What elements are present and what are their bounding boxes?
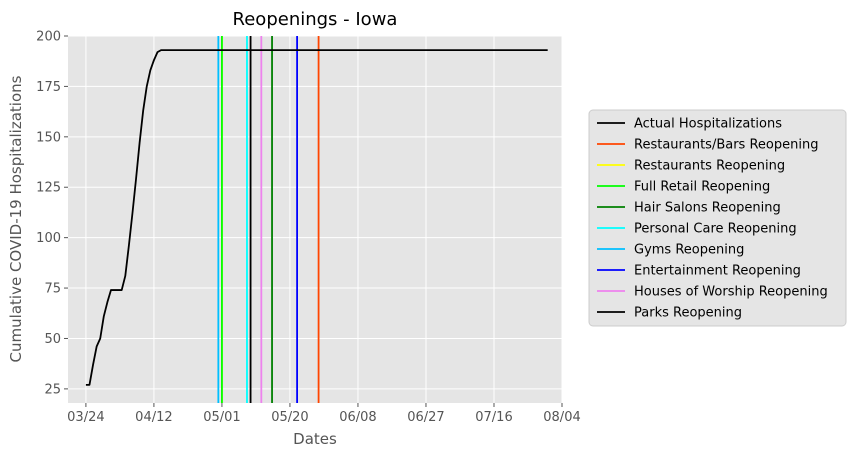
x-tick-label: 04/12 <box>135 410 172 425</box>
legend-label: Actual Hospitalizations <box>634 117 782 132</box>
series-line-actual-hospitalizations <box>85 49 548 386</box>
x-tick-label: 05/01 <box>203 410 240 425</box>
legend-label: Hair Salons Reopening <box>634 201 781 216</box>
reopening-lines <box>217 36 320 403</box>
y-tick-label: 175 <box>36 80 61 95</box>
chart-title: Reopenings - Iowa <box>233 9 398 30</box>
y-axis-label: Cumulative COVID-19 Hospitalizations <box>7 75 25 362</box>
x-tick-label: 03/24 <box>67 410 104 425</box>
x-tick-label: 06/27 <box>407 410 444 425</box>
x-axis-label: Dates <box>293 430 337 448</box>
y-ticks: 25 50 75 100 125 150 175 200 <box>36 30 68 397</box>
y-tick-label: 200 <box>36 30 61 45</box>
y-tick-label: 150 <box>36 130 61 145</box>
y-tick-label: 25 <box>44 382 61 397</box>
legend-label: Restaurants/Bars Reopening <box>634 138 818 153</box>
legend-label: Restaurants Reopening <box>634 159 785 174</box>
series-lines <box>85 49 548 386</box>
legend-box <box>588 109 847 327</box>
plot-area <box>68 36 562 403</box>
legend-label: Full Retail Reopening <box>634 180 770 195</box>
y-tick-label: 50 <box>44 332 61 347</box>
x-tick-label: 07/16 <box>475 410 512 425</box>
x-tick-label: 08/04 <box>543 410 580 425</box>
legend-label: Personal Care Reopening <box>634 222 797 237</box>
legend-label: Entertainment Reopening <box>634 264 801 279</box>
legend-label: Parks Reopening <box>634 306 742 321</box>
y-tick-label: 125 <box>36 181 61 196</box>
x-ticks: 03/24 04/12 05/01 05/20 06/08 06/27 07/16 08/04 <box>67 403 581 425</box>
y-tick-label: 75 <box>44 282 61 297</box>
legend-label: Gyms Reopening <box>634 243 744 258</box>
x-tick-label: 05/20 <box>271 410 308 425</box>
legend: Actual Hospitalizations Restaurants/Bars … <box>588 109 847 327</box>
grid <box>68 35 563 403</box>
x-tick-label: 06/08 <box>339 410 376 425</box>
y-tick-label: 100 <box>36 231 61 246</box>
legend-label: Houses of Worship Reopening <box>634 285 828 300</box>
